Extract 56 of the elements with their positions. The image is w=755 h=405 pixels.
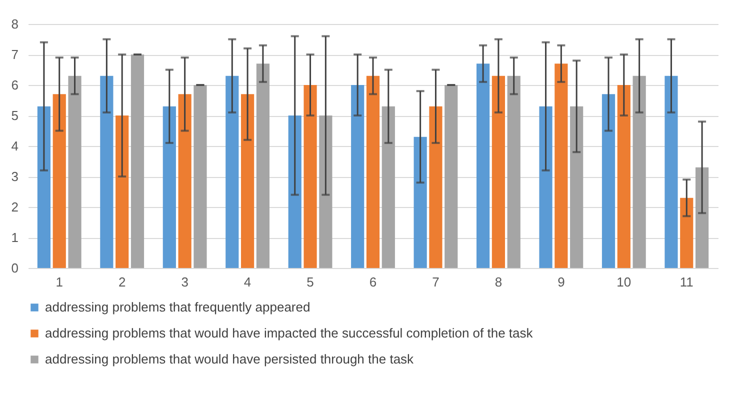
- bar: [680, 198, 694, 268]
- y-tick-label: 4: [11, 138, 18, 154]
- bar: [476, 64, 490, 268]
- bar: [351, 85, 364, 268]
- y-tick-label: 7: [11, 47, 18, 62]
- bar: [444, 85, 458, 268]
- bar: [414, 136, 427, 268]
- bar: [617, 85, 630, 268]
- bar: [632, 76, 646, 268]
- bar: [554, 64, 568, 268]
- bar: [602, 94, 616, 268]
- legend-label: addressing problems that frequently appeared: [45, 300, 310, 314]
- bar: [664, 76, 678, 268]
- bar: [382, 106, 395, 268]
- bar: [304, 85, 317, 268]
- bar: [241, 94, 254, 268]
- bar: [68, 76, 82, 268]
- x-tick-label: 3: [181, 274, 188, 290]
- bar: [570, 106, 584, 268]
- bar: [256, 64, 270, 268]
- bar: [695, 167, 709, 268]
- bar: [288, 116, 302, 268]
- y-tick-label: 8: [11, 16, 18, 32]
- y-tick-label: 1: [11, 230, 18, 245]
- bar: [116, 116, 129, 268]
- bar: [37, 106, 51, 268]
- bar: [178, 94, 192, 268]
- x-tick-label: 11: [680, 274, 694, 290]
- bar: [52, 94, 66, 268]
- bar: [319, 116, 332, 268]
- legend-label: addressing problems that would have impacted the successful completion of the task: [45, 326, 534, 340]
- bar: [429, 106, 442, 268]
- x-tick-label: 1: [56, 274, 63, 290]
- x-tick-label: 6: [369, 274, 377, 290]
- legend-label: addressing problems that would have persisted through the task: [45, 352, 414, 366]
- y-tick-label: 0: [11, 260, 18, 276]
- y-tick-label: 6: [11, 78, 18, 92]
- x-tick-label: 2: [118, 274, 126, 290]
- bar: [162, 106, 176, 268]
- x-tick-label: 5: [306, 274, 314, 290]
- bar: [194, 85, 207, 268]
- bar: [100, 76, 114, 268]
- x-tick-label: 7: [432, 274, 440, 290]
- y-tick-label: 2: [11, 200, 18, 214]
- bar: [507, 76, 520, 268]
- bar: [366, 76, 380, 268]
- bar: [492, 76, 505, 268]
- x-tick-label: 9: [558, 274, 565, 290]
- x-tick-label: 8: [494, 274, 502, 290]
- bar: [539, 106, 552, 268]
- x-tick-label: 4: [244, 274, 252, 290]
- y-tick-label: 3: [11, 169, 18, 184]
- y-tick-label: 5: [11, 108, 18, 123]
- bar: [130, 54, 144, 268]
- bar: [226, 76, 239, 268]
- x-tick-label: 10: [616, 274, 632, 290]
